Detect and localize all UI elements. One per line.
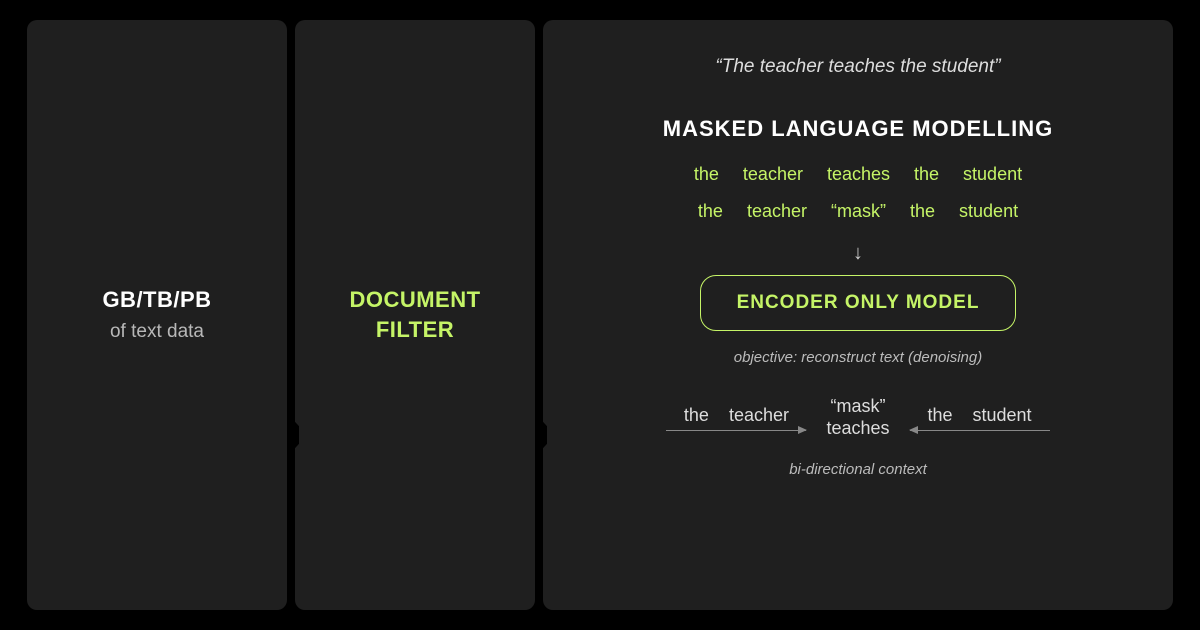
token: the — [684, 405, 709, 426]
token: the — [914, 164, 939, 185]
token-row-original: the teacher teaches the student — [694, 164, 1022, 185]
bidir-left: the teacher — [666, 405, 806, 431]
token: the — [698, 201, 723, 222]
model-box: ENCODER ONLY MODEL — [700, 275, 1017, 331]
panel2-title-line2: FILTER — [376, 317, 454, 343]
diagram-container: GB/TB/PB of text data DOCUMENT FILTER “T… — [9, 20, 1191, 610]
panel-document-filter: DOCUMENT FILTER — [295, 20, 535, 610]
panel-mlm: “The teacher teaches the student” MASKED… — [543, 20, 1173, 610]
token: student — [959, 201, 1018, 222]
panel2-title-line1: DOCUMENT — [349, 287, 480, 313]
token: teaches — [827, 164, 890, 185]
token: teacher — [743, 164, 803, 185]
bidirectional-row: the teacher “mask” teaches the student — [666, 396, 1049, 439]
token: the — [927, 405, 952, 426]
arrow-left-icon — [910, 430, 1050, 431]
token: the — [910, 201, 935, 222]
panel-data-source: GB/TB/PB of text data — [27, 20, 287, 610]
bidir-right: the student — [910, 405, 1050, 431]
token: teacher — [747, 201, 807, 222]
token: the — [694, 164, 719, 185]
objective-text: objective: reconstruct text (denoising) — [734, 349, 982, 366]
panel1-title: GB/TB/PB — [102, 287, 211, 313]
bidir-caption: bi-directional context — [789, 461, 927, 478]
token: “mask” — [831, 201, 886, 222]
teaches-label: teaches — [826, 418, 889, 440]
quote-text: “The teacher teaches the student” — [715, 56, 1000, 78]
token: teacher — [729, 405, 789, 426]
token-row-masked: the teacher “mask” the student — [698, 201, 1018, 222]
token: student — [973, 405, 1032, 426]
bidir-center: “mask” teaches — [826, 396, 889, 439]
panel1-subtitle: of text data — [110, 321, 204, 343]
arrow-down-icon: ↓ — [853, 242, 863, 265]
token: student — [963, 164, 1022, 185]
mlm-title: MASKED LANGUAGE MODELLING — [663, 116, 1053, 142]
arrow-right-icon — [666, 430, 806, 431]
mask-label: “mask” — [830, 396, 885, 418]
